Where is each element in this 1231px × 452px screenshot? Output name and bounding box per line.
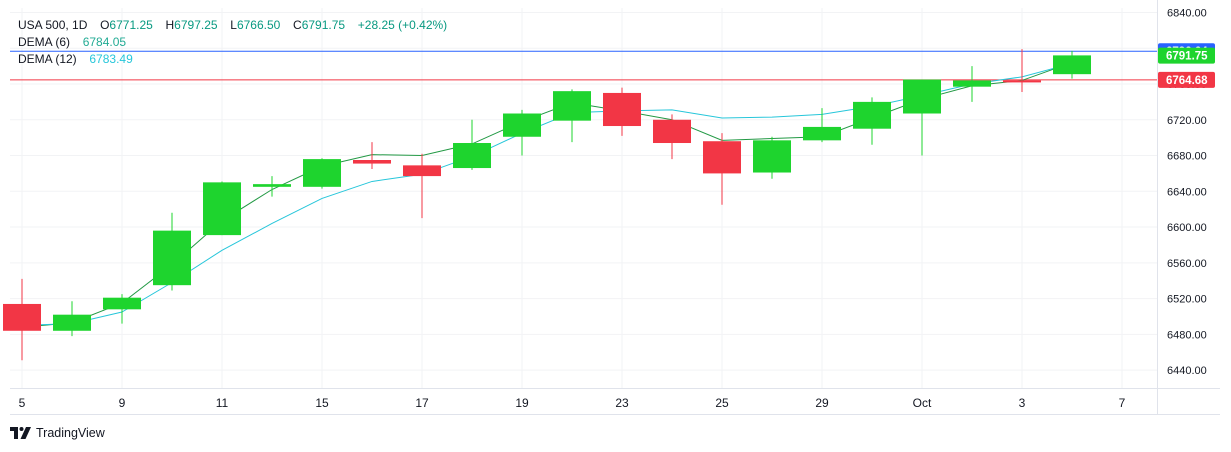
dema12-line: [21, 62, 1073, 326]
legend-high-value: 6797.25: [174, 18, 218, 32]
candle-up: [803, 126, 841, 141]
legend-change: +28.25 (+0.42%): [357, 18, 448, 32]
legend-interval[interactable]: 1D: [72, 18, 88, 32]
time-axis-label: 17: [415, 396, 429, 410]
price-axis-label: 6720.00: [1167, 115, 1207, 127]
legend-dema12-row[interactable]: DEMA (12) 6783.49: [18, 51, 447, 68]
tradingview-logo[interactable]: TradingView: [10, 426, 105, 440]
price-axis-label: 6680.00: [1167, 151, 1207, 163]
price-axis-label: 6600.00: [1167, 222, 1207, 234]
time-axis-label: 19: [515, 396, 529, 410]
candle-up: [903, 79, 941, 114]
dema6-line: [21, 62, 1073, 328]
legend-dema6-label: DEMA (6): [18, 35, 71, 49]
brand-name: TradingView: [36, 426, 105, 440]
legend-ohlc-row: USA 500, 1D O6771.25 H6797.25 L6766.50 C…: [18, 18, 448, 32]
legend-dema12-value: 6783.49: [89, 52, 133, 66]
candle-up: [753, 140, 791, 173]
candle-up: [853, 101, 891, 129]
candle-down: [1003, 80, 1041, 83]
candle-up: [253, 184, 291, 187]
time-axis-label: 5: [19, 396, 26, 410]
time-axis-label: 29: [815, 396, 829, 410]
time-axis-label: Oct: [913, 396, 932, 410]
price-axis-label: 6480.00: [1167, 329, 1207, 341]
candle-up: [503, 113, 541, 137]
candle-up: [1053, 55, 1091, 75]
legend-low-label: L: [230, 18, 237, 32]
candle-up: [453, 143, 491, 169]
time-axis-label: 11: [216, 396, 229, 410]
price-axis-label: 6840.00: [1167, 7, 1207, 19]
chart-legend: USA 500, 1D O6771.25 H6797.25 L6766.50 C…: [18, 17, 447, 68]
legend-open-label: O: [100, 18, 110, 32]
price-axis-label: 6640.00: [1167, 186, 1207, 198]
candle-up: [303, 159, 341, 187]
candle-up: [953, 80, 991, 87]
candle-up: [553, 91, 591, 121]
legend-close-label: C: [293, 18, 302, 32]
price-label-text: 6791.75: [1166, 51, 1208, 63]
legend-dema6-value: 6784.05: [82, 35, 127, 49]
time-axis-label: 7: [1119, 396, 1126, 410]
candle-down: [403, 165, 441, 177]
legend-low-value: 6766.50: [236, 18, 281, 32]
time-axis-label: 15: [315, 396, 329, 410]
time-axis-label: 23: [615, 396, 629, 410]
time-axis-label: 9: [119, 396, 126, 410]
legend-open-value: 6771.25: [109, 18, 153, 32]
tradingview-logo-icon: [10, 427, 31, 439]
candle-down: [3, 303, 41, 331]
price-label-badge: [1158, 71, 1215, 88]
price-label-badge: [1158, 47, 1215, 64]
price-label-text: 6764.68: [1166, 75, 1208, 87]
candle-down: [353, 160, 391, 164]
legend-symbol[interactable]: USA 500: [18, 18, 66, 32]
candle-up: [203, 182, 241, 236]
price-axis-label: 6560.00: [1167, 258, 1207, 270]
legend-dema6-row[interactable]: DEMA (6) 6784.05: [18, 34, 447, 51]
candle-up: [53, 314, 91, 331]
time-axis-label: 3: [1019, 396, 1026, 410]
candle-up: [153, 230, 191, 286]
time-axis-label: 25: [715, 396, 729, 410]
candle-down: [703, 141, 741, 174]
legend-dema12-label: DEMA (12): [18, 52, 77, 66]
candle-up: [103, 297, 141, 310]
candle-down: [653, 119, 691, 144]
price-axis-label: 6440.00: [1167, 365, 1207, 377]
price-axis-label: 6520.00: [1167, 294, 1207, 306]
legend-close-value: 6791.75: [301, 18, 346, 32]
legend-high-label: H: [165, 18, 175, 32]
candle-down: [603, 92, 641, 127]
